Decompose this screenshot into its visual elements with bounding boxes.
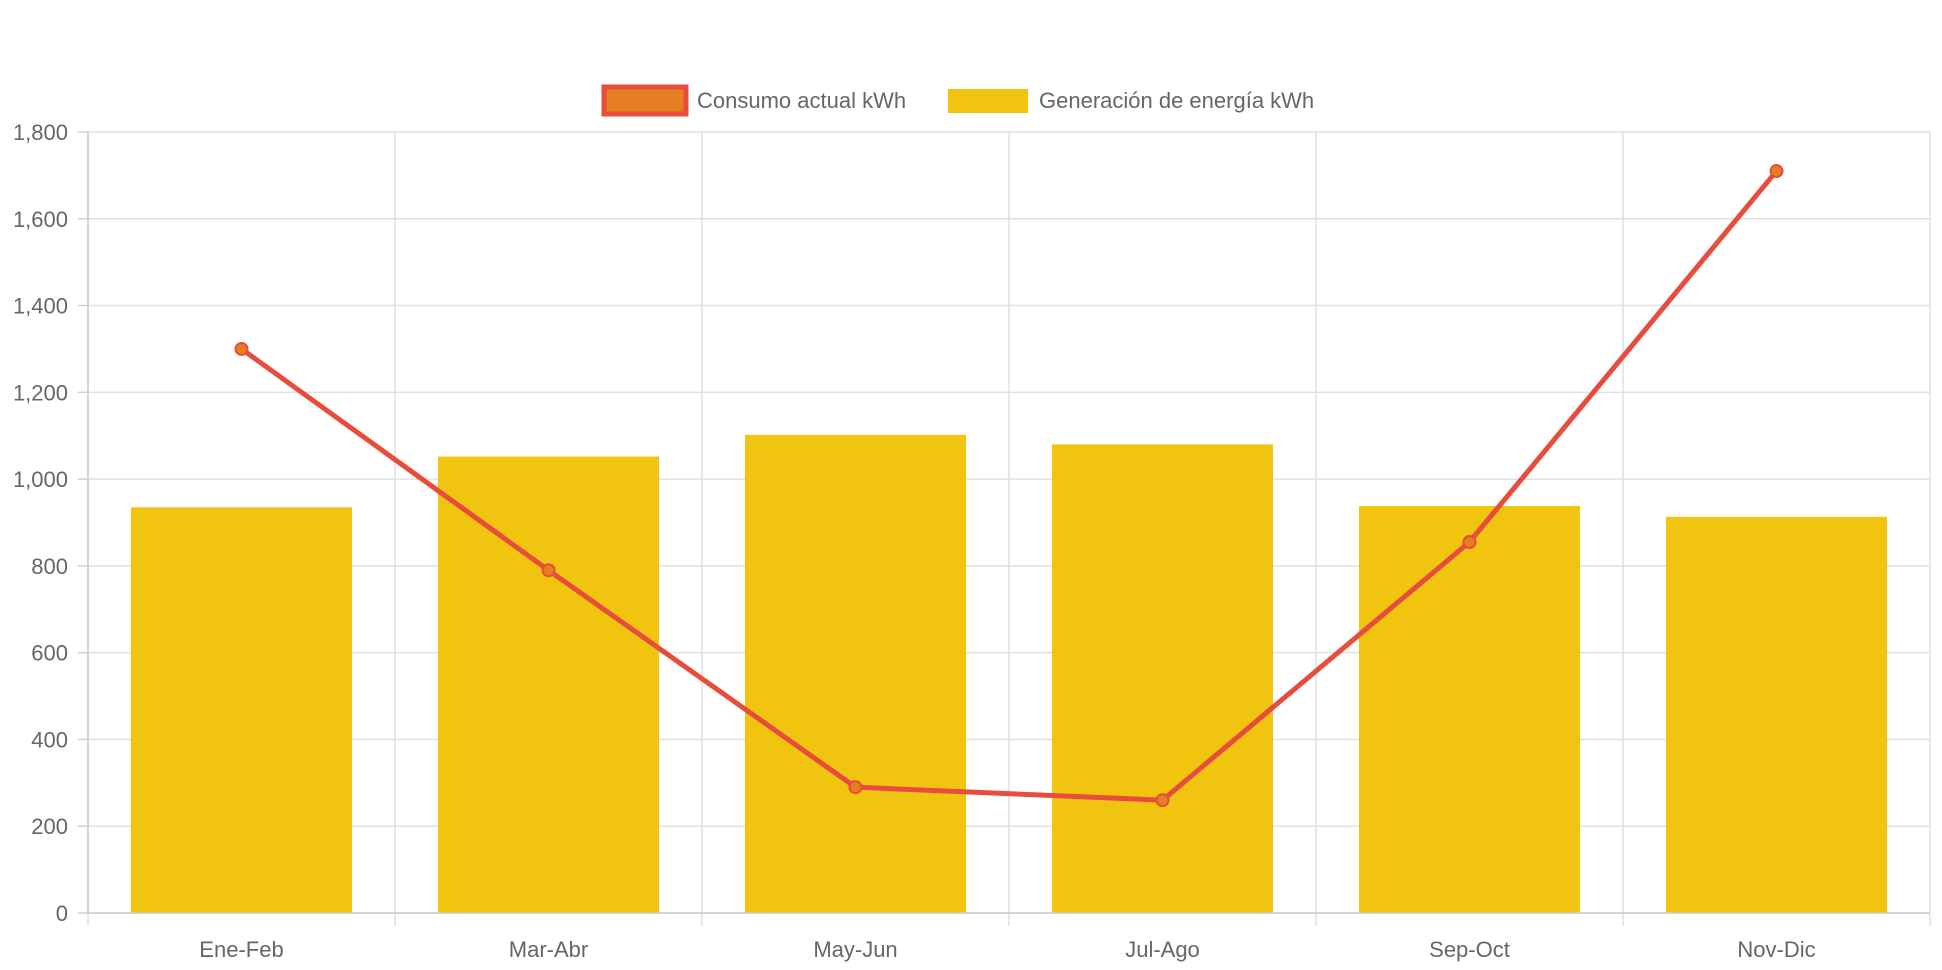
y-tick-label: 800 xyxy=(31,554,68,579)
grid xyxy=(87,131,1931,926)
point-consumo[interactable] xyxy=(234,341,249,356)
legend-label-consumo[interactable]: Consumo actual kWh xyxy=(697,88,906,113)
y-tick-label: 1,600 xyxy=(13,207,68,232)
bar-generacion[interactable] xyxy=(437,456,660,913)
y-tick-label: 0 xyxy=(56,901,68,926)
point-consumo[interactable] xyxy=(1155,793,1170,808)
x-tick-label: May-Jun xyxy=(813,937,897,962)
legend: Consumo actual kWh Generación de energía… xyxy=(601,84,1314,117)
bar-generacion[interactable] xyxy=(130,507,353,913)
legend-swatch-consumo[interactable] xyxy=(601,84,689,117)
x-tick-label: Jul-Ago xyxy=(1125,937,1200,962)
point-consumo[interactable] xyxy=(1462,535,1477,550)
bars xyxy=(130,434,1888,913)
y-tick-label: 400 xyxy=(31,727,68,752)
x-tick-label: Mar-Abr xyxy=(509,937,588,962)
y-tick-label: 1,800 xyxy=(13,120,68,145)
consumption-line xyxy=(234,164,1784,808)
bar-generacion[interactable] xyxy=(1051,444,1274,913)
point-consumo[interactable] xyxy=(1769,164,1784,179)
y-tick-label: 200 xyxy=(31,814,68,839)
y-tick-label: 1,400 xyxy=(13,294,68,319)
bar-generacion[interactable] xyxy=(1358,506,1581,913)
y-tick-label: 1,000 xyxy=(13,467,68,492)
x-tick-label: Sep-Oct xyxy=(1429,937,1510,962)
legend-swatch-generacion[interactable] xyxy=(948,89,1028,113)
bar-generacion[interactable] xyxy=(1665,516,1888,913)
point-consumo[interactable] xyxy=(848,780,863,795)
line-consumo xyxy=(240,169,1779,803)
y-tick-label: 600 xyxy=(31,641,68,666)
legend-label-generacion[interactable]: Generación de energía kWh xyxy=(1039,88,1314,113)
x-tick-label: Ene-Feb xyxy=(199,937,283,962)
y-tick-label: 1,200 xyxy=(13,380,68,405)
x-tick-label: Nov-Dic xyxy=(1737,937,1815,962)
bar-generacion[interactable] xyxy=(744,434,967,913)
axes: 0 200 400 600 800 1,000 1,200 1,400 1,600 1,800 En… xyxy=(13,120,1930,962)
point-consumo[interactable] xyxy=(541,563,556,578)
